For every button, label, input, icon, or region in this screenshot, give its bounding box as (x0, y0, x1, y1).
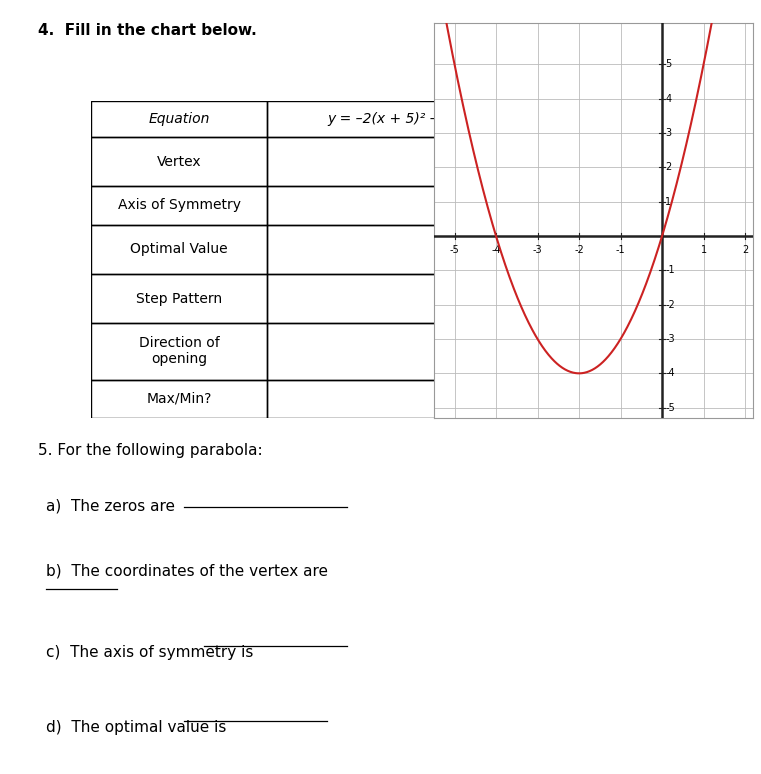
Bar (267, 274, 510, 323)
Text: 2: 2 (742, 245, 748, 255)
Text: -4: -4 (491, 245, 501, 255)
Bar (91, 101, 267, 137)
Text: -2: -2 (575, 245, 584, 255)
Text: 1: 1 (665, 197, 671, 207)
Bar (267, 101, 510, 137)
Bar (267, 137, 510, 187)
Text: -5: -5 (450, 245, 460, 255)
Text: Equation: Equation (148, 112, 210, 126)
Text: 1: 1 (701, 245, 707, 255)
Text: -4: -4 (665, 368, 675, 378)
Text: -5: -5 (665, 402, 675, 413)
Text: 5: 5 (665, 60, 672, 70)
Text: c)  The axis of symmetry is: c) The axis of symmetry is (46, 645, 253, 659)
Text: d)  The optimal value is: d) The optimal value is (46, 720, 226, 735)
Bar (91, 323, 267, 380)
Bar (267, 380, 510, 418)
Text: 5. For the following parabola:: 5. For the following parabola: (38, 444, 263, 458)
Bar (91, 224, 267, 274)
Bar (267, 224, 510, 274)
Bar (91, 137, 267, 187)
Bar (91, 187, 267, 224)
Text: Step Pattern: Step Pattern (136, 292, 222, 306)
Text: 4: 4 (665, 94, 671, 104)
Text: 3: 3 (665, 128, 671, 138)
Text: Direction of
opening: Direction of opening (139, 336, 220, 367)
Text: -3: -3 (665, 334, 675, 344)
Bar (91, 380, 267, 418)
Text: 4.  Fill in the chart below.: 4. Fill in the chart below. (38, 23, 256, 39)
Text: Axis of Symmetry: Axis of Symmetry (118, 198, 240, 213)
Text: -1: -1 (616, 245, 626, 255)
Text: Vertex: Vertex (157, 155, 202, 169)
Text: -3: -3 (533, 245, 543, 255)
Bar (267, 323, 510, 380)
Bar (91, 274, 267, 323)
Bar (267, 187, 510, 224)
Text: -2: -2 (665, 300, 675, 310)
Text: b)  The coordinates of the vertex are: b) The coordinates of the vertex are (46, 563, 328, 578)
Text: -1: -1 (665, 265, 675, 276)
Text: 2: 2 (665, 163, 672, 173)
Text: a)  The zeros are: a) The zeros are (46, 498, 175, 513)
Text: Max/Min?: Max/Min? (147, 392, 212, 406)
Text: Optimal Value: Optimal Value (130, 242, 228, 256)
Text: y = –2(x + 5)² – 4: y = –2(x + 5)² – 4 (327, 112, 450, 126)
